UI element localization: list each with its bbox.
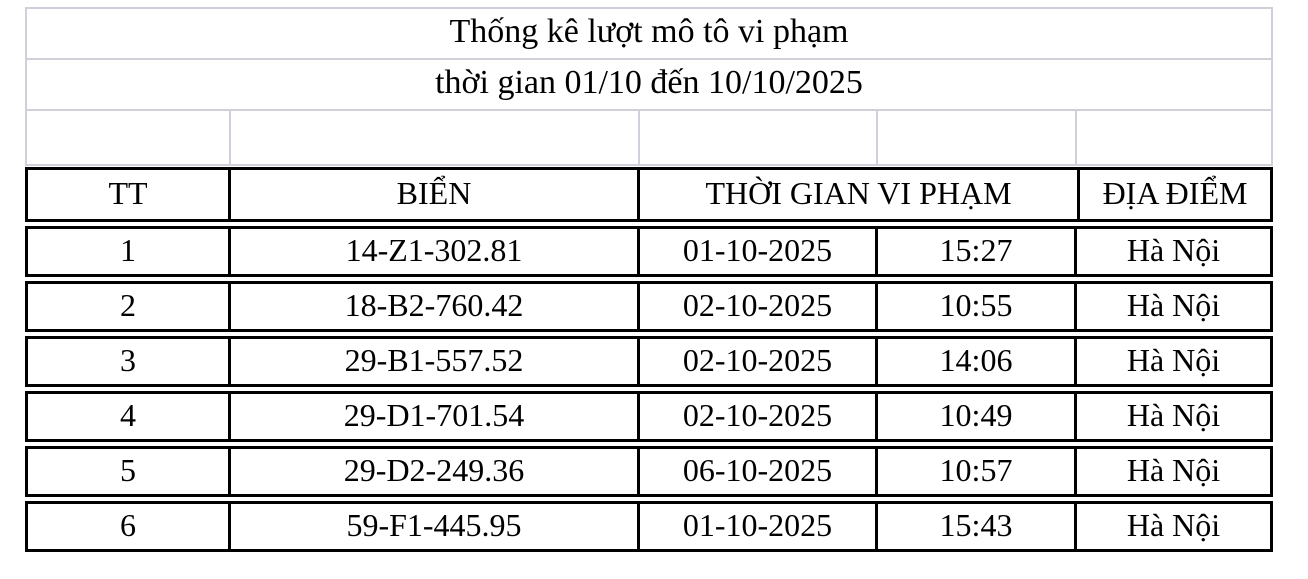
- date-cell: 02-10-2025: [637, 284, 875, 329]
- date-cell: 06-10-2025: [637, 449, 875, 494]
- time-cell: 10:55: [875, 284, 1074, 329]
- header-tt: TT: [108, 175, 148, 211]
- header-dia-diem: ĐỊA ĐIỂM: [1077, 170, 1270, 219]
- date-cell: 02-10-2025: [637, 339, 875, 384]
- violation-statistics-table: Thống kê lượt mô tô vi phạm thời gian 01…: [25, 7, 1273, 552]
- empty-cell: [638, 111, 876, 164]
- table-row: 3 29-B1-557.52 02-10-2025 14:06 Hà Nội: [25, 336, 1273, 387]
- table-row: 1 14-Z1-302.81 01-10-2025 15:27 Hà Nội: [25, 226, 1273, 277]
- plate-cell: 18-B2-760.42: [228, 284, 637, 329]
- table-row: 6 59-F1-445.95 01-10-2025 15:43 Hà Nội: [25, 501, 1273, 552]
- location-cell: Hà Nội: [1074, 394, 1270, 439]
- time-cell: 10:49: [875, 394, 1074, 439]
- row-number-cell: 2: [120, 287, 136, 323]
- table-subtitle-row: thời gian 01/10 đến 10/10/2025: [25, 58, 1273, 111]
- table-title-row: Thống kê lượt mô tô vi phạm: [25, 7, 1273, 60]
- row-number-cell: 3: [120, 342, 136, 378]
- row-number-cell: 6: [120, 507, 136, 543]
- table-row: 4 29-D1-701.54 02-10-2025 10:49 Hà Nội: [25, 391, 1273, 442]
- plate-cell: 29-B1-557.52: [228, 339, 637, 384]
- row-number-cell: 1: [120, 232, 136, 268]
- header-bien: BIỂN: [228, 170, 637, 219]
- table-header-row: TT BIỂN THỜI GIAN VI PHẠM ĐỊA ĐIỂM: [25, 167, 1273, 222]
- location-cell: Hà Nội: [1074, 504, 1270, 549]
- date-cell: 01-10-2025: [637, 504, 875, 549]
- time-cell: 14:06: [875, 339, 1074, 384]
- table-row: 5 29-D2-249.36 06-10-2025 10:57 Hà Nội: [25, 446, 1273, 497]
- location-cell: Hà Nội: [1074, 284, 1270, 329]
- date-cell: 01-10-2025: [637, 229, 875, 274]
- table-row: 2 18-B2-760.42 02-10-2025 10:55 Hà Nội: [25, 281, 1273, 332]
- location-cell: Hà Nội: [1074, 339, 1270, 384]
- empty-cell: [27, 111, 229, 164]
- date-cell: 02-10-2025: [637, 394, 875, 439]
- time-cell: 15:27: [875, 229, 1074, 274]
- time-cell: 15:43: [875, 504, 1074, 549]
- plate-cell: 29-D2-249.36: [228, 449, 637, 494]
- empty-grid-row: [25, 109, 1273, 166]
- row-number-cell: 5: [120, 452, 136, 488]
- plate-cell: 29-D1-701.54: [228, 394, 637, 439]
- table-title: Thống kê lượt mô tô vi phạm: [449, 12, 849, 50]
- empty-cell: [876, 111, 1075, 164]
- plate-cell: 14-Z1-302.81: [228, 229, 637, 274]
- table-subtitle: thời gian 01/10 đến 10/10/2025: [435, 63, 863, 101]
- location-cell: Hà Nội: [1074, 229, 1270, 274]
- empty-cell: [1075, 111, 1271, 164]
- header-thoi-gian: THỜI GIAN VI PHẠM: [637, 170, 1077, 219]
- location-cell: Hà Nội: [1074, 449, 1270, 494]
- time-cell: 10:57: [875, 449, 1074, 494]
- plate-cell: 59-F1-445.95: [228, 504, 637, 549]
- empty-cell: [229, 111, 638, 164]
- row-number-cell: 4: [120, 397, 136, 433]
